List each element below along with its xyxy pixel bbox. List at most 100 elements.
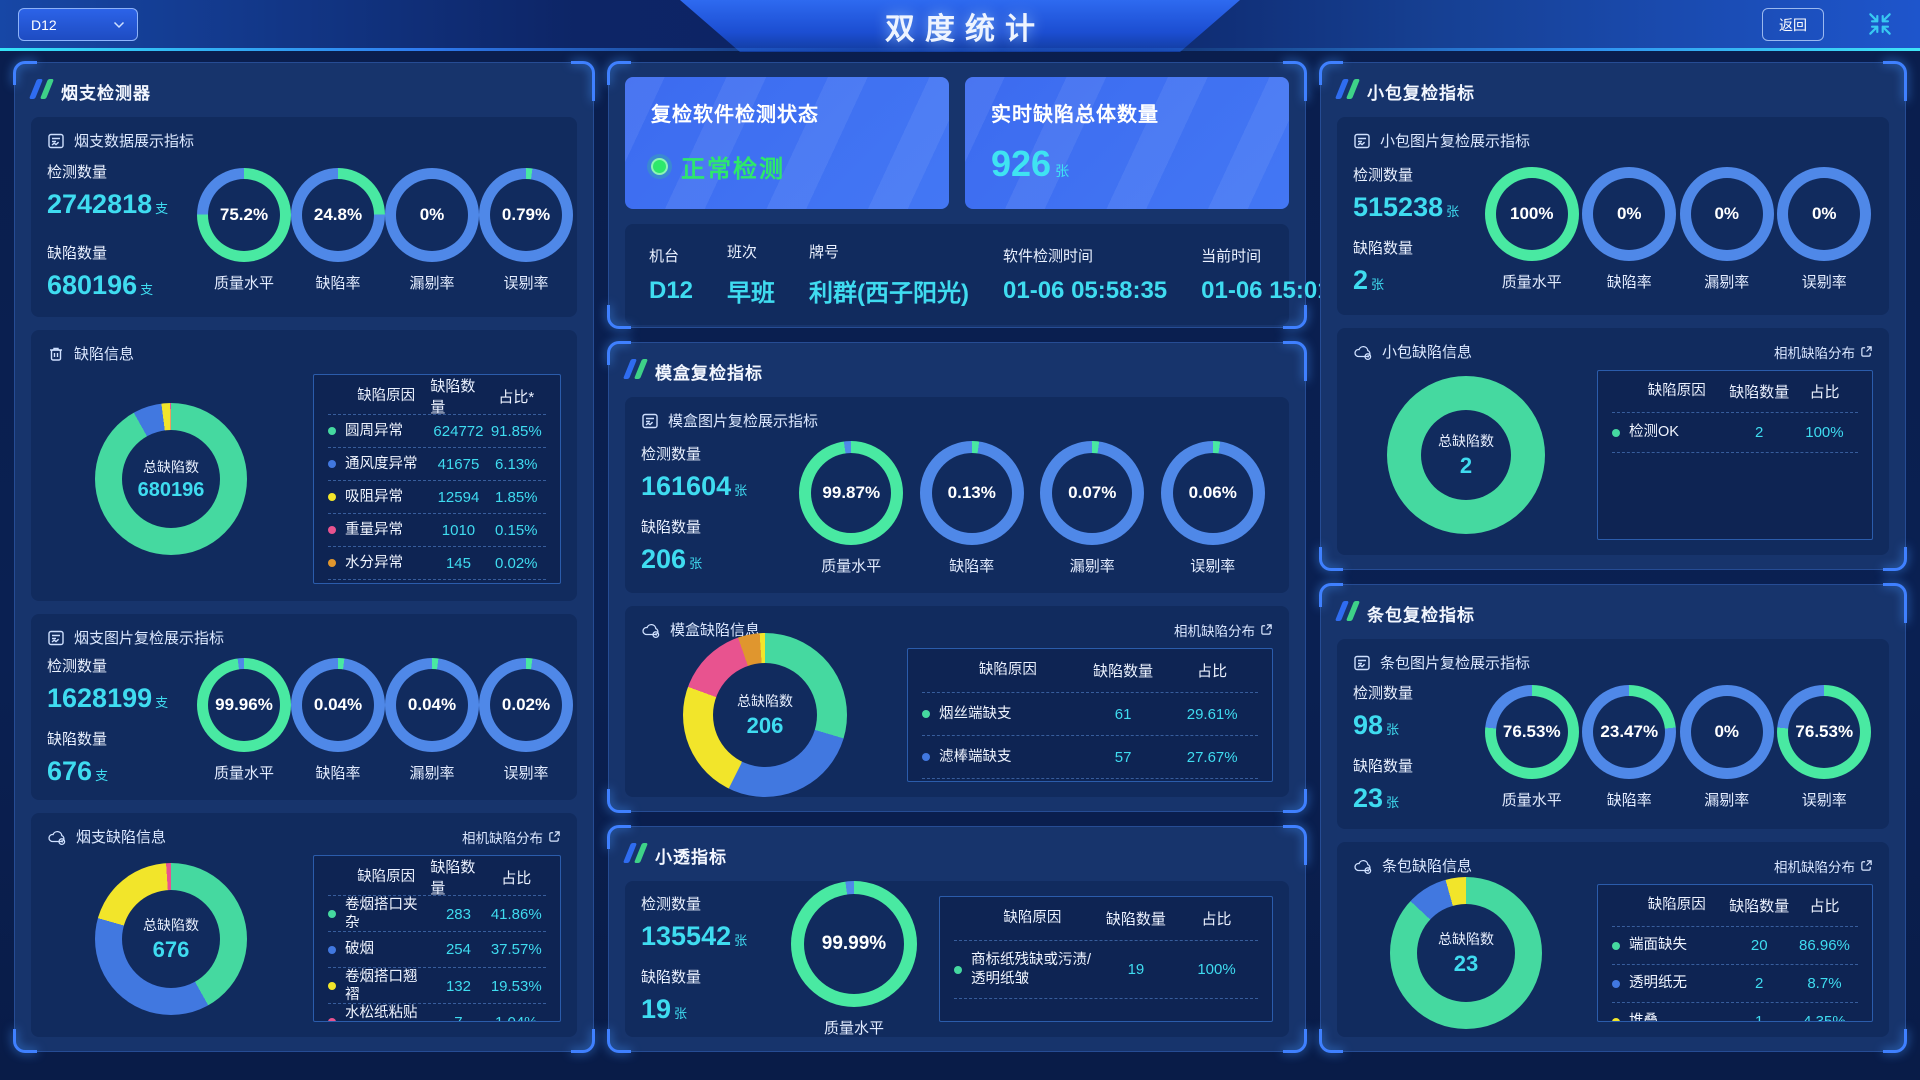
defect-table: 缺陷原因 缺陷数量 占比* 圆周异常 624772 91.85% 通风度异常 41675 6… (313, 374, 561, 584)
defect-count-label: 缺陷数量 (47, 244, 108, 262)
gauge-false-reject-rate: 0% 误剔率 (1777, 167, 1872, 292)
external-link-icon (548, 830, 561, 843)
chevron-down-icon (113, 21, 125, 29)
info-brand: 牌号 利群(西子阳光) (809, 244, 970, 307)
mold-defect-card: 模盒缺陷信息 相机缺陷分布 总缺陷数 206 (625, 606, 1289, 797)
topbar: 双度统计 D12 返回 (0, 0, 1920, 52)
defect-count-label: 缺陷数量 (1353, 757, 1414, 775)
machine-select-value: D12 (31, 16, 57, 33)
defect-count-value: 206 张 (641, 543, 703, 574)
info-detect-time: 软件检测时间 01-06 05:58:35 (1003, 247, 1168, 304)
stats-block: 检测数量 161604 张 缺陷数量 206 张 (641, 443, 791, 575)
card-title: 条包缺陷信息 (1382, 858, 1473, 875)
card-title-row: 模盒图片复检展示指标 (641, 410, 1273, 431)
card-title-row: 条包缺陷信息 相机缺陷分布 (1353, 855, 1873, 876)
card-title-row: 模盒缺陷信息 相机缺陷分布 (641, 619, 1273, 640)
detect-count-label: 检测数量 (641, 445, 702, 463)
gauge-row: 75.2% 质量水平 24.8% 缺陷率 0% 漏剔率 0.79% 误剔率 (197, 168, 573, 293)
small-trans-card: 检测数量 135542 张 缺陷数量 19 张 99.99% 质量水平 缺陷原因 缺陷… (625, 880, 1289, 1037)
panel-title: 模盒复检指标 (655, 364, 763, 383)
gauge-quality: 99.96% 质量水平 (197, 658, 291, 783)
panel-title: 条包复检指标 (1367, 606, 1475, 625)
defect-count-label: 缺陷数量 (641, 518, 702, 536)
card-title: 条包图片复检展示指标 (1380, 655, 1531, 672)
table-row: 圆周异常 624772 91.85% (328, 415, 546, 448)
realtime-defect-card: 实时缺陷总体数量 926 张 (965, 77, 1289, 209)
detect-count-value: 135542 张 (641, 921, 748, 951)
gauge-false-reject-rate: 76.53% 误剔率 (1777, 685, 1872, 810)
defect-count-label: 缺陷数量 (47, 730, 108, 748)
gauge-quality: 75.2% 质量水平 (197, 168, 291, 293)
defect-table: 缺陷原因 缺陷数量 占比 端面缺失 20 86.96% 透明纸无 2 8.7% 堆叠 1 4.3… (1597, 884, 1873, 1022)
defect-table: 缺陷原因 缺陷数量 占比 检测OK 2 100% (1597, 370, 1873, 540)
table-row: 滤棒端缺支 57 27.67% (922, 736, 1258, 779)
table-row: 通风度异常 41675 6.13% (328, 448, 546, 481)
card-title-row: 烟支数据展示指标 (47, 130, 561, 151)
realtime-defect-title: 实时缺陷总体数量 (991, 104, 1159, 126)
camera-defect-link[interactable]: 相机缺陷分布 (1174, 620, 1273, 640)
gauge-false-reject-rate: 0.79% 误剔率 (479, 168, 573, 293)
gauge-defect-rate: 0% 缺陷率 (1582, 167, 1677, 292)
double-slash-icon (622, 843, 649, 868)
defect-donut: 总缺陷数 680196 (47, 403, 295, 555)
table-row: 检测OK 2 100% (1612, 413, 1858, 453)
detect-count-label: 检测数量 (47, 163, 108, 181)
cigarette-metrics-card: 烟支数据展示指标 检测数量 2742818 支 缺陷数量 680196 支 75.2… (31, 117, 577, 317)
back-button[interactable]: 返回 (1762, 8, 1824, 41)
gauge-miss-rate: 0% 漏剔率 (385, 168, 479, 293)
card-title: 小包图片复检展示指标 (1380, 133, 1531, 150)
trash-icon (47, 345, 65, 363)
table-row: 端面缺失 20 86.96% (1612, 927, 1858, 965)
gauge-miss-rate: 0% 漏剔率 (1679, 167, 1774, 292)
stats-block: 检测数量 98 张 缺陷数量 23 张 (1353, 682, 1483, 814)
camera-defect-link[interactable]: 相机缺陷分布 (1774, 856, 1873, 876)
card-title: 模盒缺陷信息 (670, 622, 761, 639)
defect-count-label: 缺陷数量 (641, 969, 702, 986)
panel-title: 小包复检指标 (1367, 84, 1475, 103)
gauge-defect-rate: 23.47% 缺陷率 (1582, 685, 1677, 810)
table-header: 缺陷原因 缺陷数量 占比* (328, 375, 546, 416)
camera-defect-link[interactable]: 相机缺陷分布 (462, 827, 561, 847)
doc-chart-icon (47, 629, 65, 647)
panel-mold-recheck: 模盒复检指标 模盒图片复检展示指标 检测数量 161604 张 缺陷数量 (607, 341, 1307, 813)
cloud-icon (1353, 343, 1373, 361)
camera-defect-link[interactable]: 相机缺陷分布 (1774, 342, 1873, 362)
gauge-false-reject-rate: 0.02% 误剔率 (479, 658, 573, 783)
panel-header: 条包复检指标 (1334, 601, 1889, 626)
gauge-quality: 76.53% 质量水平 (1484, 685, 1579, 810)
gauge-quality: 99.87% 质量水平 (799, 441, 904, 576)
machine-select[interactable]: D12 (18, 8, 138, 41)
card-title-row: 烟支缺陷信息 相机缺陷分布 (47, 826, 561, 847)
gauge-row: 99.96% 质量水平 0.04% 缺陷率 0.04% 漏剔率 0.02% 误剔率 (197, 658, 573, 783)
card-title: 烟支数据展示指标 (74, 133, 195, 150)
stats-block: 检测数量 1628199 支 缺陷数量 676 支 (47, 655, 197, 787)
cigarette-image-metrics-card: 烟支图片复检展示指标 检测数量 1628199 支 缺陷数量 676 支 99.96… (31, 614, 577, 800)
exit-fullscreen-icon[interactable] (1866, 10, 1894, 38)
defect-donut: 总缺陷数 2 (1353, 376, 1579, 534)
table-row: 透明纸无 2 8.7% (1612, 965, 1858, 1003)
gauge-row: 100% 质量水平 0% 缺陷率 0% 漏剔率 0% 误剔率 (1483, 167, 1873, 292)
doc-chart-icon (641, 412, 659, 430)
defect-table: 缺陷原因 缺陷数量 占比 商标纸残缺或污渍/透明纸皱 19 100% (939, 896, 1273, 1022)
cloud-icon (47, 828, 67, 846)
table-row: 吸阻异常 12594 1.85% (328, 481, 546, 514)
detect-count-value: 1628199 支 (47, 682, 169, 713)
cigarette-image-defect-card: 烟支缺陷信息 相机缺陷分布 总缺陷数 676 (31, 813, 577, 1037)
panel-header: 模盒复检指标 (622, 359, 1289, 384)
software-status-card: 复检软件检测状态 正常检测 (625, 77, 949, 209)
card-title: 模盒图片复检展示指标 (668, 413, 819, 430)
detect-count-label: 检测数量 (641, 896, 702, 913)
detect-count-value: 2742818 支 (47, 188, 169, 219)
card-title-row: 小包图片复检展示指标 (1353, 130, 1873, 151)
table-header: 缺陷原因 缺陷数量 占比 (922, 649, 1258, 693)
gauge-miss-rate: 0% 漏剔率 (1679, 685, 1774, 810)
info-shift: 班次 早班 (727, 244, 776, 307)
table-header: 缺陷原因 缺陷数量 占比 (328, 856, 546, 897)
external-link-icon (1860, 345, 1873, 358)
page-title: 双度统计 (885, 13, 1045, 46)
table-row: 重量异常 1010 0.15% (328, 514, 546, 547)
detect-count-label: 检测数量 (1353, 684, 1414, 702)
